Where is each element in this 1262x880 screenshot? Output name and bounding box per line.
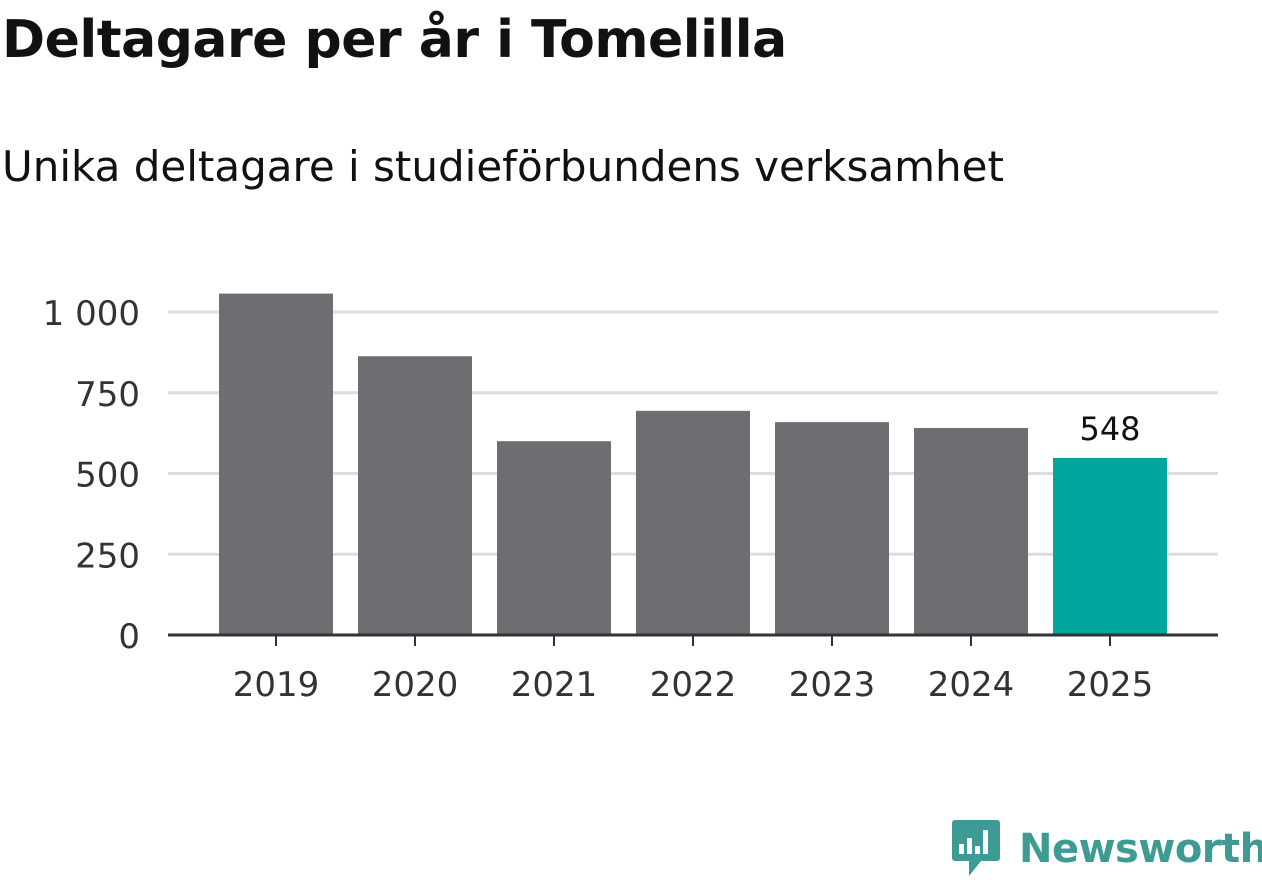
x-tick-label: 2020 (372, 665, 459, 705)
y-tick-label: 250 (75, 536, 140, 576)
x-tick-label: 2025 (1067, 665, 1154, 705)
x-tick-label: 2024 (928, 665, 1015, 705)
bar-2019 (219, 293, 333, 635)
y-tick-label: 0 (118, 617, 140, 657)
x-tick-label: 2021 (511, 665, 598, 705)
data-labels: 548 (1079, 410, 1140, 448)
x-tick-label: 2023 (789, 665, 876, 705)
x-axis-ticks: 2019 2020 2021 2022 2023 2024 2025 (233, 635, 1154, 705)
y-axis-ticks: 0 250 500 750 1 000 (43, 294, 140, 657)
bars (219, 293, 1167, 635)
bar-2020 (358, 356, 472, 635)
bar-chart: 0 250 500 750 1 000 2019 2020 2021 2022 2023 2024… (43, 293, 1218, 705)
y-tick-label: 1 000 (43, 294, 140, 334)
chart-subtitle: Unika deltagare i studieförbundens verks… (2, 142, 1004, 191)
x-tick-label: 2022 (650, 665, 737, 705)
bar-2024 (914, 427, 1028, 635)
data-label-2025: 548 (1079, 410, 1140, 448)
y-tick-label: 500 (75, 456, 140, 496)
bar-2023 (775, 422, 889, 635)
brand-name: Newsworthy (1019, 826, 1262, 872)
chart-bubble-icon (952, 820, 1000, 876)
bar-2025 (1053, 457, 1167, 635)
bar-2022 (636, 410, 750, 635)
chart-title: Deltagare per år i Tomelilla (2, 10, 787, 70)
y-tick-label: 750 (75, 375, 140, 415)
x-tick-label: 2019 (233, 665, 320, 705)
newsworthy-logo: Newsworthy (951, 818, 1262, 880)
bar-2021 (497, 441, 611, 635)
